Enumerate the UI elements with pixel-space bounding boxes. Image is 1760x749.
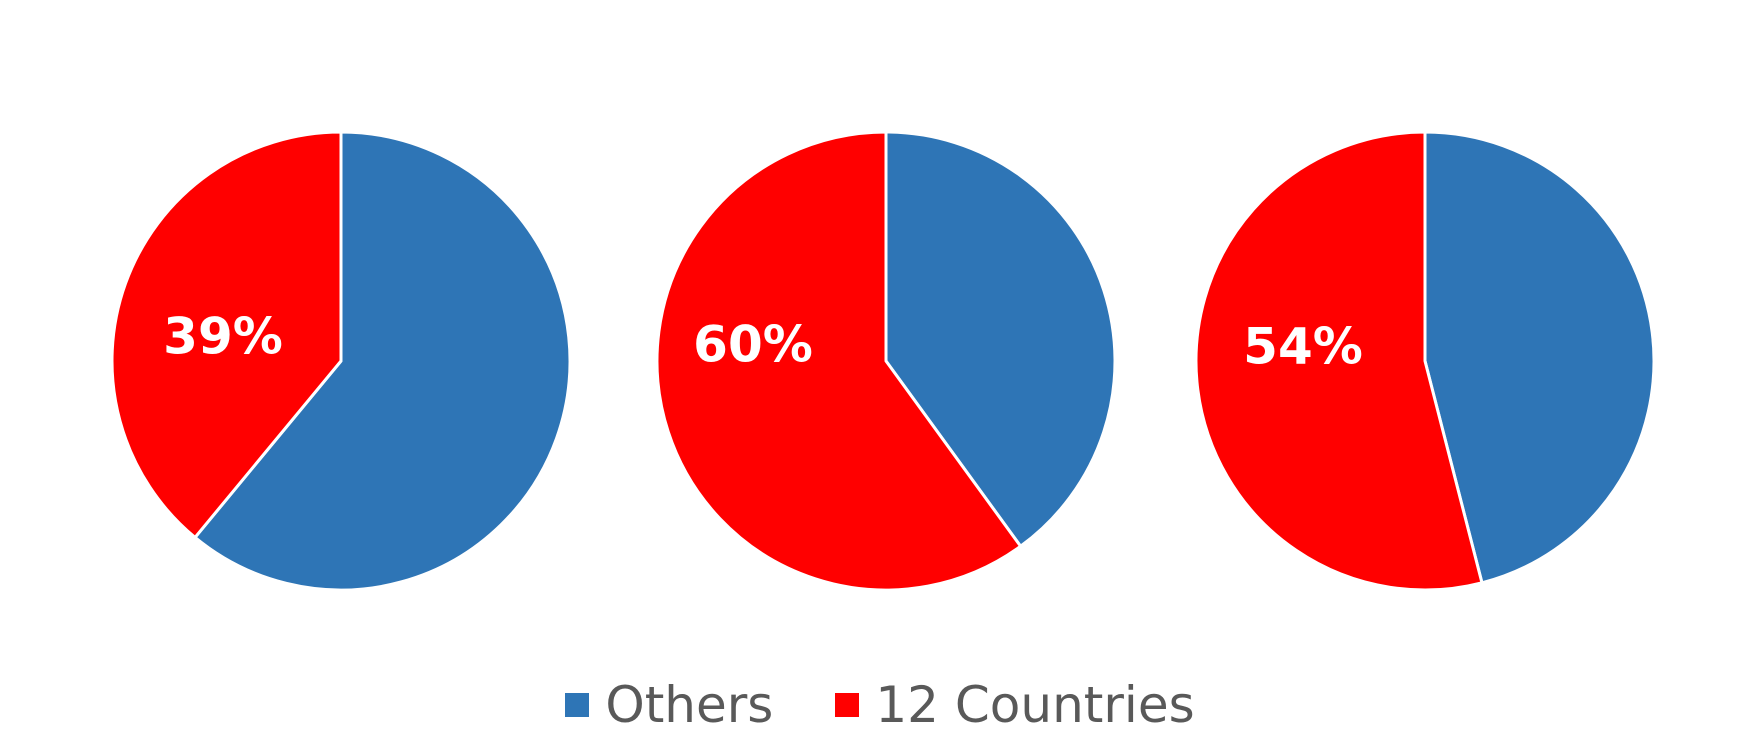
pie-1-slice-others (193, 130, 572, 592)
legend-label-12-countries: 12 Countries (875, 676, 1195, 734)
chart-legend: Others 12 Countries (0, 670, 1760, 740)
pie-3-slice-12-countries (1194, 130, 1484, 592)
pie-chart-1: 39% (110, 130, 572, 592)
legend-swatch-others (565, 693, 590, 717)
legend-swatch-12-countries (835, 693, 860, 717)
pie-3-data-label: 54% (1243, 318, 1363, 376)
legend-label-others: Others (605, 676, 774, 734)
pie-3-slice-others (1423, 130, 1656, 585)
pie-2-slice-12-countries (655, 130, 1023, 592)
legend-item-others: Others (565, 680, 773, 730)
pie-chart-3: 54% (1194, 130, 1656, 592)
pie-1-data-label: 39% (163, 308, 283, 366)
pie-2-data-label: 60% (693, 316, 813, 374)
pie-1-slice-12-countries (110, 130, 343, 539)
legend-item-12-countries: 12 Countries (835, 676, 1195, 734)
pie-chart-2: 60% (655, 130, 1117, 592)
pie-2-slice-others (884, 130, 1117, 548)
